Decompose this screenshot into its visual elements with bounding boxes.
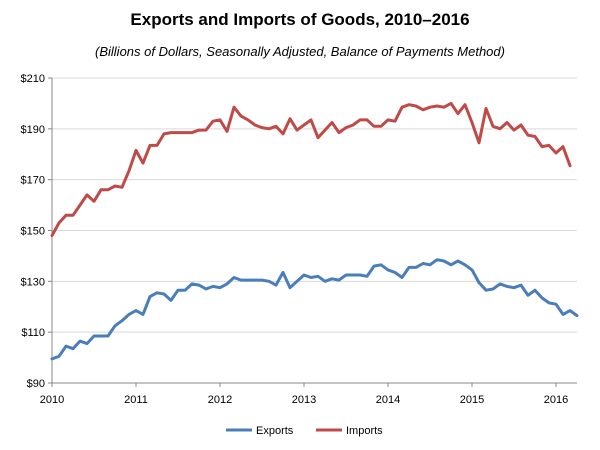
y-tick-label: $130 [21,276,45,288]
axes [51,78,577,384]
legend: Exports Imports [226,425,383,437]
chart-subtitle: (Billions of Dollars, Seasonally Adjuste… [95,44,505,59]
legend-label-exports: Exports [256,425,294,437]
x-tick-label: 2014 [376,394,400,406]
y-tick-label: $210 [21,73,45,85]
chart-title: Exports and Imports of Goods, 2010–2016 [130,10,470,29]
y-tick-label: $90 [27,378,45,390]
y-tick-labels: $90 $110 $130 $150 $170 $190 $210 [21,73,45,390]
x-tick-label: 2012 [208,394,232,406]
x-tick-label: 2011 [124,394,148,406]
y-tick-label: $150 [21,226,45,238]
x-tick-labels: 2010 2011 2012 2013 2014 2015 2016 [40,383,568,406]
y-tick-label: $190 [21,124,45,136]
legend-label-imports: Imports [346,425,383,437]
x-tick-label: 2015 [460,394,484,406]
x-tick-label: 2010 [40,394,64,406]
x-tick-label: 2013 [292,394,316,406]
series-lines [50,101,579,361]
x-tick-label: 2016 [544,394,568,406]
y-tick-label: $110 [21,327,45,339]
series-line-exports [50,258,579,361]
series-line-imports [50,101,572,238]
y-tick-label: $170 [21,175,45,187]
